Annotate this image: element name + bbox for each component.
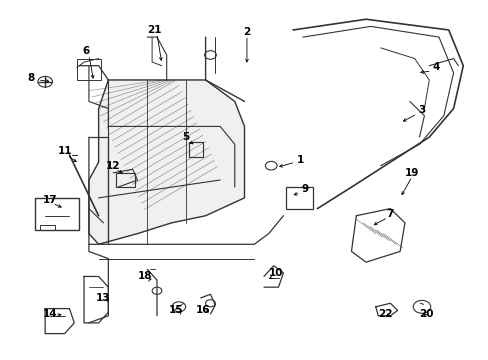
- Text: 7: 7: [386, 209, 393, 219]
- Text: 15: 15: [169, 305, 183, 315]
- Bar: [40, 225, 55, 230]
- Text: 3: 3: [418, 105, 425, 115]
- Text: 10: 10: [268, 268, 283, 278]
- Text: 5: 5: [182, 132, 189, 142]
- Text: 13: 13: [96, 293, 110, 303]
- Text: 6: 6: [82, 46, 90, 57]
- Polygon shape: [89, 80, 244, 244]
- Text: 14: 14: [42, 309, 57, 319]
- Text: 4: 4: [432, 63, 439, 72]
- Text: 1: 1: [296, 156, 304, 165]
- Text: 12: 12: [106, 161, 120, 171]
- Bar: [77, 59, 101, 80]
- Text: 8: 8: [27, 73, 34, 83]
- Text: 21: 21: [147, 25, 162, 35]
- Text: 20: 20: [419, 309, 433, 319]
- Text: 16: 16: [196, 305, 210, 315]
- Text: 11: 11: [57, 147, 72, 157]
- Bar: [285, 187, 312, 208]
- Text: 22: 22: [378, 309, 392, 319]
- Text: 2: 2: [243, 27, 250, 37]
- Text: 19: 19: [404, 168, 419, 178]
- Bar: [188, 143, 203, 157]
- Text: 17: 17: [42, 195, 57, 204]
- Text: 18: 18: [137, 271, 152, 282]
- Text: 9: 9: [301, 184, 308, 194]
- Bar: [116, 173, 135, 187]
- Bar: [35, 198, 79, 230]
